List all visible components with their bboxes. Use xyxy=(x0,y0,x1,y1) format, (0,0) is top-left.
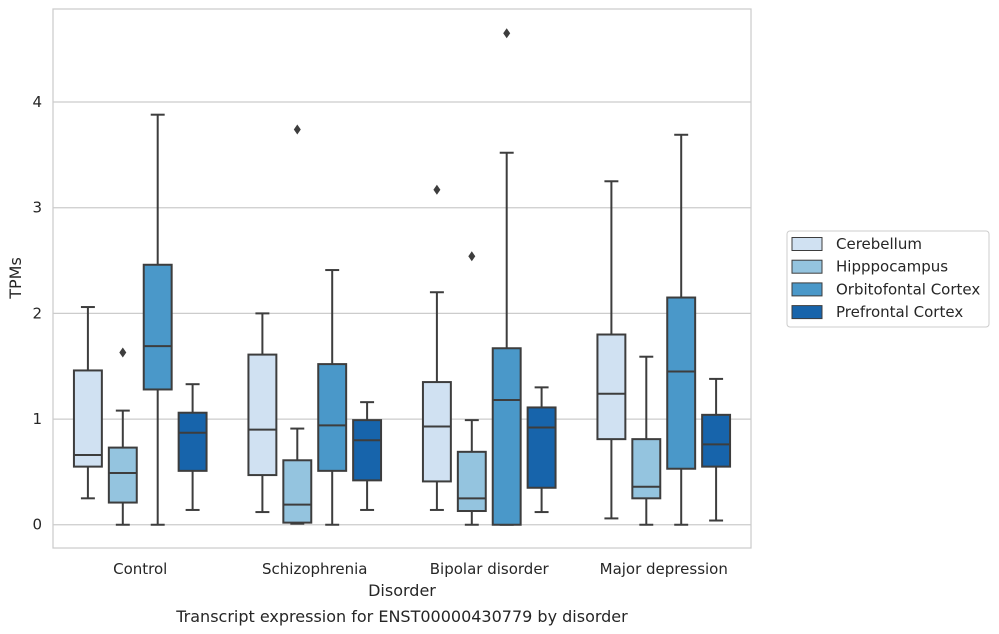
iqr-box xyxy=(352,419,383,482)
y-tick-label: 4 xyxy=(32,93,42,111)
box-series xyxy=(72,28,732,526)
legend-item: Hipppocampus xyxy=(791,258,948,276)
box-series-group xyxy=(142,28,697,526)
x-tick-label: Major depression xyxy=(600,560,728,578)
legend-item: Orbitofontal Cortex xyxy=(791,280,980,298)
box xyxy=(631,355,662,526)
x-tick-label: Bipolar disorder xyxy=(430,560,550,578)
x-axis-label: Disorder xyxy=(368,581,436,600)
box xyxy=(456,251,487,526)
box xyxy=(142,113,173,526)
outlier-point xyxy=(119,347,127,358)
y-axis-label: TPMs xyxy=(6,257,25,300)
iqr-box xyxy=(247,353,278,477)
x-axis-ticks: Control Schizophrenia Bipolar disorder Majo… xyxy=(113,560,728,578)
box-series-group xyxy=(177,377,732,522)
iqr-box xyxy=(491,347,522,526)
legend: Cerebellum Hipppocampus Orbitofontal Corte… xyxy=(786,230,990,328)
iqr-box xyxy=(701,413,732,468)
box xyxy=(701,377,732,522)
y-axis-ticks: 0 1 2 3 4 xyxy=(32,93,42,534)
legend-items: Cerebellum Hipppocampus Orbitofontal Corte… xyxy=(791,235,980,321)
box xyxy=(247,312,278,514)
plot-area-frame xyxy=(52,8,752,549)
box xyxy=(666,133,697,526)
y-tick-label: 3 xyxy=(32,199,42,217)
iqr-box xyxy=(596,333,627,441)
box xyxy=(107,347,138,526)
chart-caption: Transcript expression for ENST0000043077… xyxy=(175,607,628,626)
iqr-box xyxy=(282,459,313,524)
iqr-box xyxy=(317,363,348,472)
legend-swatch xyxy=(791,237,823,251)
y-tick-label: 0 xyxy=(32,516,42,534)
box xyxy=(491,28,522,526)
iqr-box xyxy=(526,406,557,489)
iqr-box xyxy=(107,446,138,504)
box xyxy=(352,401,383,511)
box xyxy=(317,269,348,526)
legend-swatch xyxy=(791,282,823,297)
iqr-box xyxy=(142,263,173,391)
legend-label: Cerebellum xyxy=(836,235,922,253)
box-series-group xyxy=(72,180,627,520)
box xyxy=(282,124,313,525)
legend-swatch xyxy=(791,259,823,274)
legend-item: Prefrontal Cortex xyxy=(791,303,963,321)
iqr-box xyxy=(631,438,662,500)
y-tick-label: 2 xyxy=(32,304,42,322)
legend-label: Prefrontal Cortex xyxy=(836,303,963,321)
iqr-box xyxy=(72,369,103,468)
box xyxy=(72,306,103,500)
iqr-box xyxy=(456,450,487,513)
legend-frame xyxy=(786,230,990,328)
box xyxy=(596,180,627,520)
legend-label: Orbitofontal Cortex xyxy=(836,280,980,298)
outlier-point xyxy=(503,28,511,39)
y-tick-label: 1 xyxy=(32,410,42,428)
x-tick-label: Control xyxy=(113,560,167,578)
x-tick-label: Schizophrenia xyxy=(262,560,367,578)
box xyxy=(526,386,557,514)
legend-item: Cerebellum xyxy=(791,235,922,253)
outlier-point xyxy=(468,251,476,262)
box xyxy=(421,184,452,511)
iqr-box xyxy=(177,411,208,472)
legend-label: Hipppocampus xyxy=(836,258,948,276)
outlier-point xyxy=(433,184,441,195)
iqr-box xyxy=(666,296,697,470)
outlier-point xyxy=(293,124,301,135)
iqr-box xyxy=(421,381,452,483)
box-series-group xyxy=(107,124,662,526)
box xyxy=(177,383,208,511)
legend-swatch xyxy=(791,305,823,320)
